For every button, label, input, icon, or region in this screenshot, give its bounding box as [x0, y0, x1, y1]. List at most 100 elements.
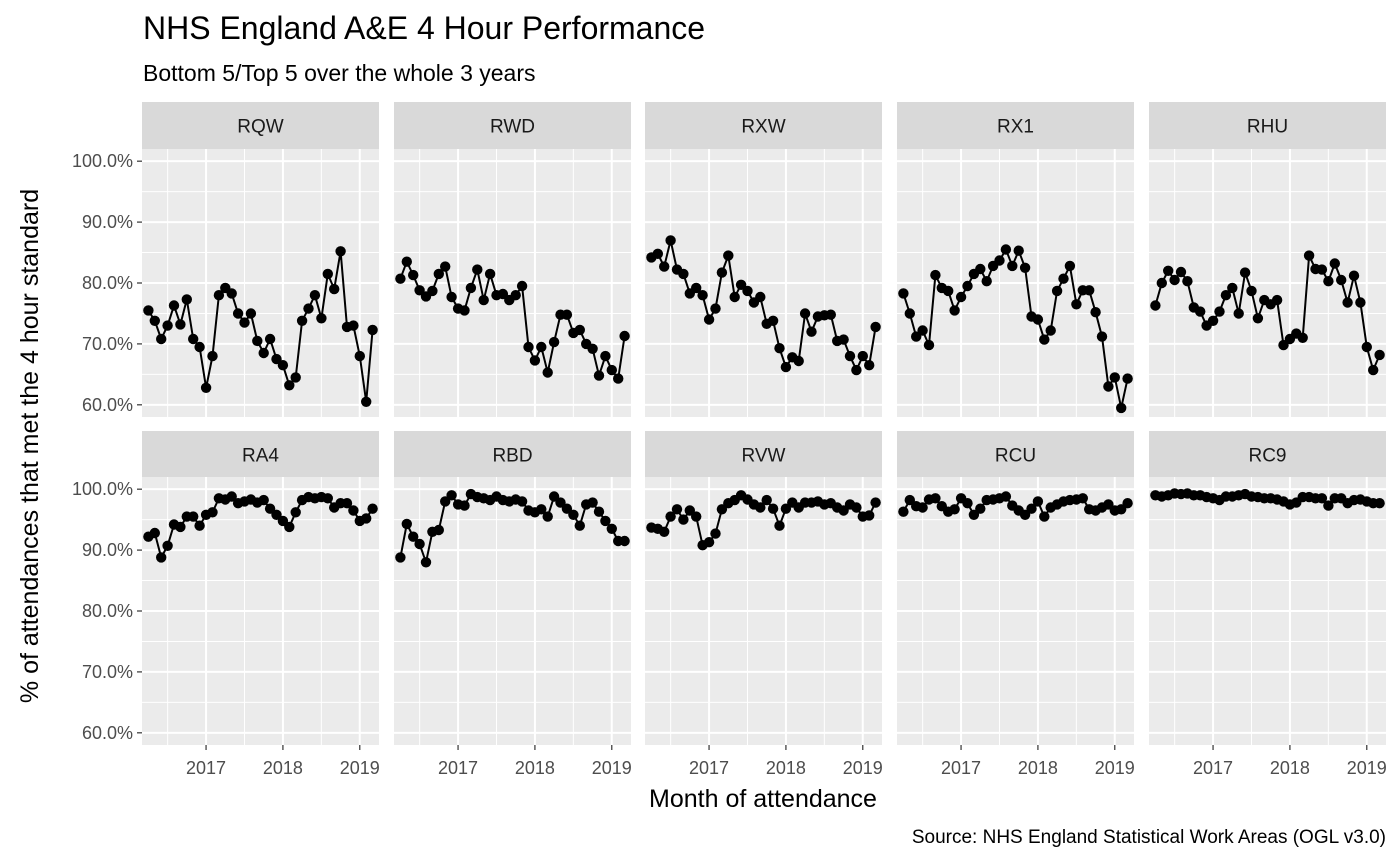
data-point [1084, 285, 1095, 296]
data-point [1000, 491, 1012, 502]
data-point [1169, 274, 1180, 286]
facet-strip [394, 102, 631, 149]
data-point [395, 552, 406, 563]
data-point [1109, 372, 1121, 383]
data-point [600, 515, 611, 527]
data-point [194, 341, 205, 353]
data-point [232, 308, 244, 319]
data-point [1156, 277, 1168, 289]
data-point [1374, 349, 1385, 361]
data-point [716, 267, 728, 278]
data-point [678, 514, 689, 525]
y-tick-label: 80.0% [82, 601, 133, 621]
data-point [825, 309, 836, 320]
data-point [671, 504, 683, 515]
data-point [767, 503, 779, 514]
data-point [367, 503, 378, 514]
data-point [361, 396, 372, 407]
data-point [354, 350, 365, 362]
data-point [962, 498, 973, 509]
data-point [742, 285, 753, 297]
facet-strip [645, 102, 882, 149]
data-point [341, 498, 353, 509]
data-point [277, 360, 289, 371]
data-point [542, 511, 553, 522]
data-point [870, 321, 881, 333]
data-point [710, 303, 721, 314]
data-point [1032, 496, 1044, 507]
data-point [200, 382, 212, 393]
data-point [659, 261, 670, 272]
data-point [207, 350, 218, 362]
data-point [446, 490, 457, 501]
data-point [1214, 306, 1225, 317]
data-point [619, 535, 630, 547]
data-point [1051, 285, 1063, 297]
data-point [981, 276, 992, 287]
data-point [652, 248, 663, 259]
chart-caption: Source: NHS England Statistical Work Are… [912, 827, 1386, 848]
facet-panel-rhu: RHU [1149, 102, 1386, 417]
x-tick-label: 2017 [1193, 758, 1233, 778]
data-point [1032, 314, 1044, 325]
data-point [536, 341, 547, 353]
data-point [523, 341, 534, 353]
data-point [943, 285, 954, 297]
data-point [427, 285, 438, 297]
data-point [1096, 331, 1108, 342]
data-point [1163, 265, 1174, 276]
data-point [1246, 285, 1257, 297]
x-axis-title: Month of attendance [649, 785, 877, 813]
facet-panels: RQW 60.0% 70.0% 80.0% 90.0% 100.0% RWD RXW RX1 RH… [72, 102, 1387, 778]
data-point [472, 264, 483, 275]
y-tick-label: 90.0% [82, 540, 133, 560]
data-point [729, 291, 740, 303]
chart-subtitle: Bottom 5/Top 5 over the whole 3 years [143, 60, 536, 86]
data-point [665, 235, 676, 246]
data-point [1233, 308, 1244, 319]
facet-strip [394, 431, 631, 478]
chart-title: NHS England A&E 4 Hour Performance [143, 10, 705, 46]
data-point [864, 360, 875, 371]
facet-panel-rx1: RX1 [897, 102, 1134, 417]
data-point [1374, 498, 1385, 509]
data-point [401, 518, 412, 530]
data-point [838, 334, 849, 345]
data-point [923, 339, 935, 351]
data-point [870, 497, 881, 508]
data-point [1368, 364, 1379, 376]
facet-panel-rxw: RXW [645, 102, 882, 417]
data-point [162, 320, 173, 331]
data-point [181, 294, 192, 305]
data-point [799, 308, 811, 319]
data-point [433, 268, 444, 280]
data-point [188, 333, 199, 345]
data-point [1058, 273, 1069, 284]
data-point [806, 326, 817, 337]
facet-panel-rbd: RBD 2017 2018 2019 [394, 431, 632, 778]
data-point [593, 370, 605, 381]
facet-strip [897, 102, 1134, 149]
data-point [1342, 297, 1353, 308]
data-point [536, 504, 547, 515]
data-point [574, 324, 585, 336]
data-point [226, 288, 237, 299]
data-point [1013, 245, 1024, 256]
data-point [1116, 402, 1127, 414]
data-point [917, 502, 928, 513]
x-tick-label: 2019 [592, 758, 632, 778]
y-tick-label: 70.0% [82, 334, 133, 354]
data-point [780, 361, 792, 373]
data-point [149, 315, 160, 326]
data-point [459, 500, 470, 511]
facet-panel-rvw: RVW 2017 2018 2019 [645, 431, 883, 778]
data-point [1297, 332, 1308, 343]
facet-panel-rqw: RQW 60.0% 70.0% 80.0% 90.0% 100.0% [72, 102, 379, 417]
data-point [930, 493, 941, 504]
data-point [1316, 264, 1328, 275]
data-point [703, 537, 715, 548]
data-point [1064, 260, 1076, 272]
data-point [414, 538, 425, 550]
data-point [755, 502, 766, 513]
data-point [755, 291, 766, 303]
